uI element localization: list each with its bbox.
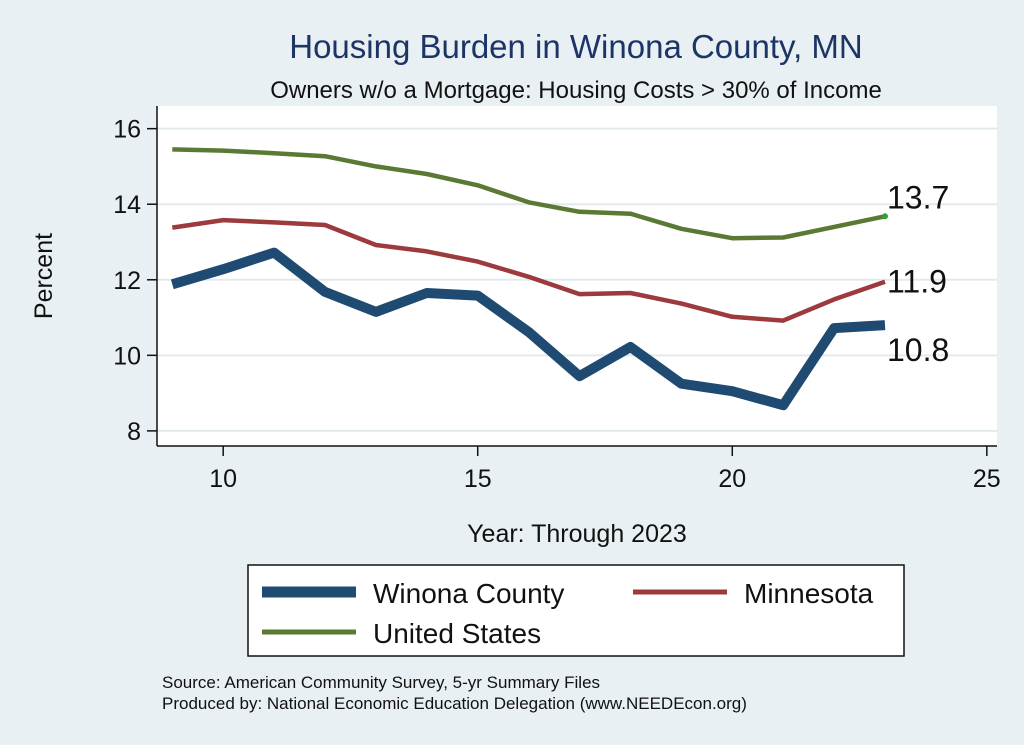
legend: Winona County Minnesota United States [247, 564, 905, 657]
end-labels: 13.7 11.9 10.8 [887, 179, 949, 368]
series-line-minnesota [171, 217, 886, 323]
x-axis: 10 15 20 25 [157, 445, 1001, 493]
end-marker-united-states [882, 213, 888, 220]
y-tick-label-14: 14 [113, 191, 141, 219]
x-tick-label-25: 25 [973, 465, 1001, 493]
series-lines [170, 147, 888, 411]
x-tick-label-15: 15 [464, 465, 492, 493]
plot-area [157, 106, 997, 446]
end-label-winona-county: 10.8 [887, 332, 949, 368]
legend-label-winona-county: Winona County [373, 578, 564, 609]
y-tick-label-8: 8 [127, 418, 141, 446]
end-label-united-states: 13.7 [887, 179, 949, 215]
y-axis-label: Percent [30, 233, 58, 319]
y-axis: 8 10 12 14 16 [113, 106, 158, 446]
end-label-minnesota: 11.9 [887, 264, 947, 300]
x-tick-label-10: 10 [209, 465, 237, 493]
series-line-united-states [172, 147, 886, 241]
gridlines [157, 127, 997, 432]
source-note: Source: American Community Survey, 5-yr … [162, 673, 600, 692]
legend-box [247, 564, 905, 657]
legend-label-united-states: United States [373, 618, 541, 649]
x-tick-label-20: 20 [718, 465, 746, 493]
y-tick-label-16: 16 [113, 116, 141, 144]
producer-note: Produced by: National Economic Education… [162, 694, 747, 713]
series-line-winona-county [170, 247, 886, 411]
chart-subtitle: Owners w/o a Mortgage: Housing Costs > 3… [270, 77, 882, 104]
legend-label-minnesota: Minnesota [744, 578, 874, 609]
x-axis-label: Year: Through 2023 [467, 520, 687, 548]
chart-title: Housing Burden in Winona County, MN [289, 28, 863, 65]
y-tick-label-12: 12 [113, 267, 141, 295]
y-tick-label-10: 10 [113, 342, 141, 370]
